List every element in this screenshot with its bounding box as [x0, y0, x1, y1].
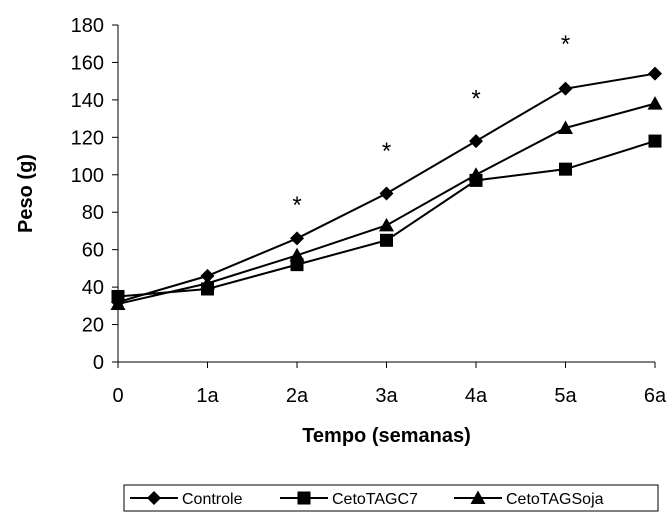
- y-tick-label: 60: [82, 240, 104, 262]
- legend-label: Controle: [182, 491, 243, 508]
- legend-box: [123, 484, 659, 512]
- data-point: [110, 296, 126, 310]
- x-tick-label: 2a: [286, 385, 309, 407]
- data-point: [200, 275, 215, 290]
- data-point: [468, 167, 484, 181]
- data-point: [559, 162, 572, 176]
- legend: Controle CetoTAGC7 CetoTAGSoja: [123, 484, 659, 512]
- x-tick-label: 0: [112, 385, 123, 407]
- data-point: [647, 96, 663, 110]
- x-tick-label: 3a: [375, 385, 398, 407]
- data-point: [558, 120, 573, 134]
- legend-marker: [297, 491, 311, 505]
- data-point: [648, 66, 662, 81]
- y-axis-title: Peso (g): [15, 154, 37, 233]
- significance-marker: *: [292, 192, 301, 219]
- significance-marker: *: [561, 31, 570, 58]
- y-tick-label: 120: [71, 127, 104, 149]
- legend-marker: [470, 490, 486, 504]
- y-tick-label: 140: [71, 90, 104, 112]
- x-tick-label: 1a: [196, 385, 219, 407]
- y-tick-label: 160: [71, 52, 104, 74]
- x-tick-label: 6a: [644, 385, 667, 407]
- data-point: [379, 217, 394, 232]
- data-point: [558, 81, 573, 96]
- y-tick-label: 100: [71, 165, 104, 187]
- data-point: [290, 231, 304, 246]
- y-tick-label: 20: [82, 315, 104, 337]
- x-tick-label: 4a: [465, 385, 488, 407]
- data-point: [379, 186, 394, 201]
- plot-area: 0 20 40 60 80 100 120 140 160 180 0 1a 2a 3a 4a 5a 6a * * *…: [71, 15, 667, 407]
- y-tick-label: 40: [82, 277, 104, 299]
- significance-marker: *: [382, 138, 391, 165]
- data-point: [289, 247, 305, 262]
- y-tick-label: 0: [93, 352, 104, 374]
- data-point: [290, 258, 304, 272]
- y-tick-label: 80: [82, 202, 104, 224]
- x-axis-title: Tempo (semanas): [302, 425, 471, 447]
- x-tick-label: 5a: [554, 385, 577, 407]
- data-point: [469, 134, 483, 149]
- data-point: [648, 134, 662, 148]
- series-line: [117, 102, 656, 305]
- y-tick-label: 180: [71, 15, 104, 37]
- legend-label: CetoTAGC7: [332, 491, 418, 508]
- legend-marker: [147, 491, 161, 505]
- data-point: [380, 233, 393, 247]
- legend-label: CetoTAGSoja: [506, 491, 604, 508]
- significance-marker: *: [471, 85, 480, 112]
